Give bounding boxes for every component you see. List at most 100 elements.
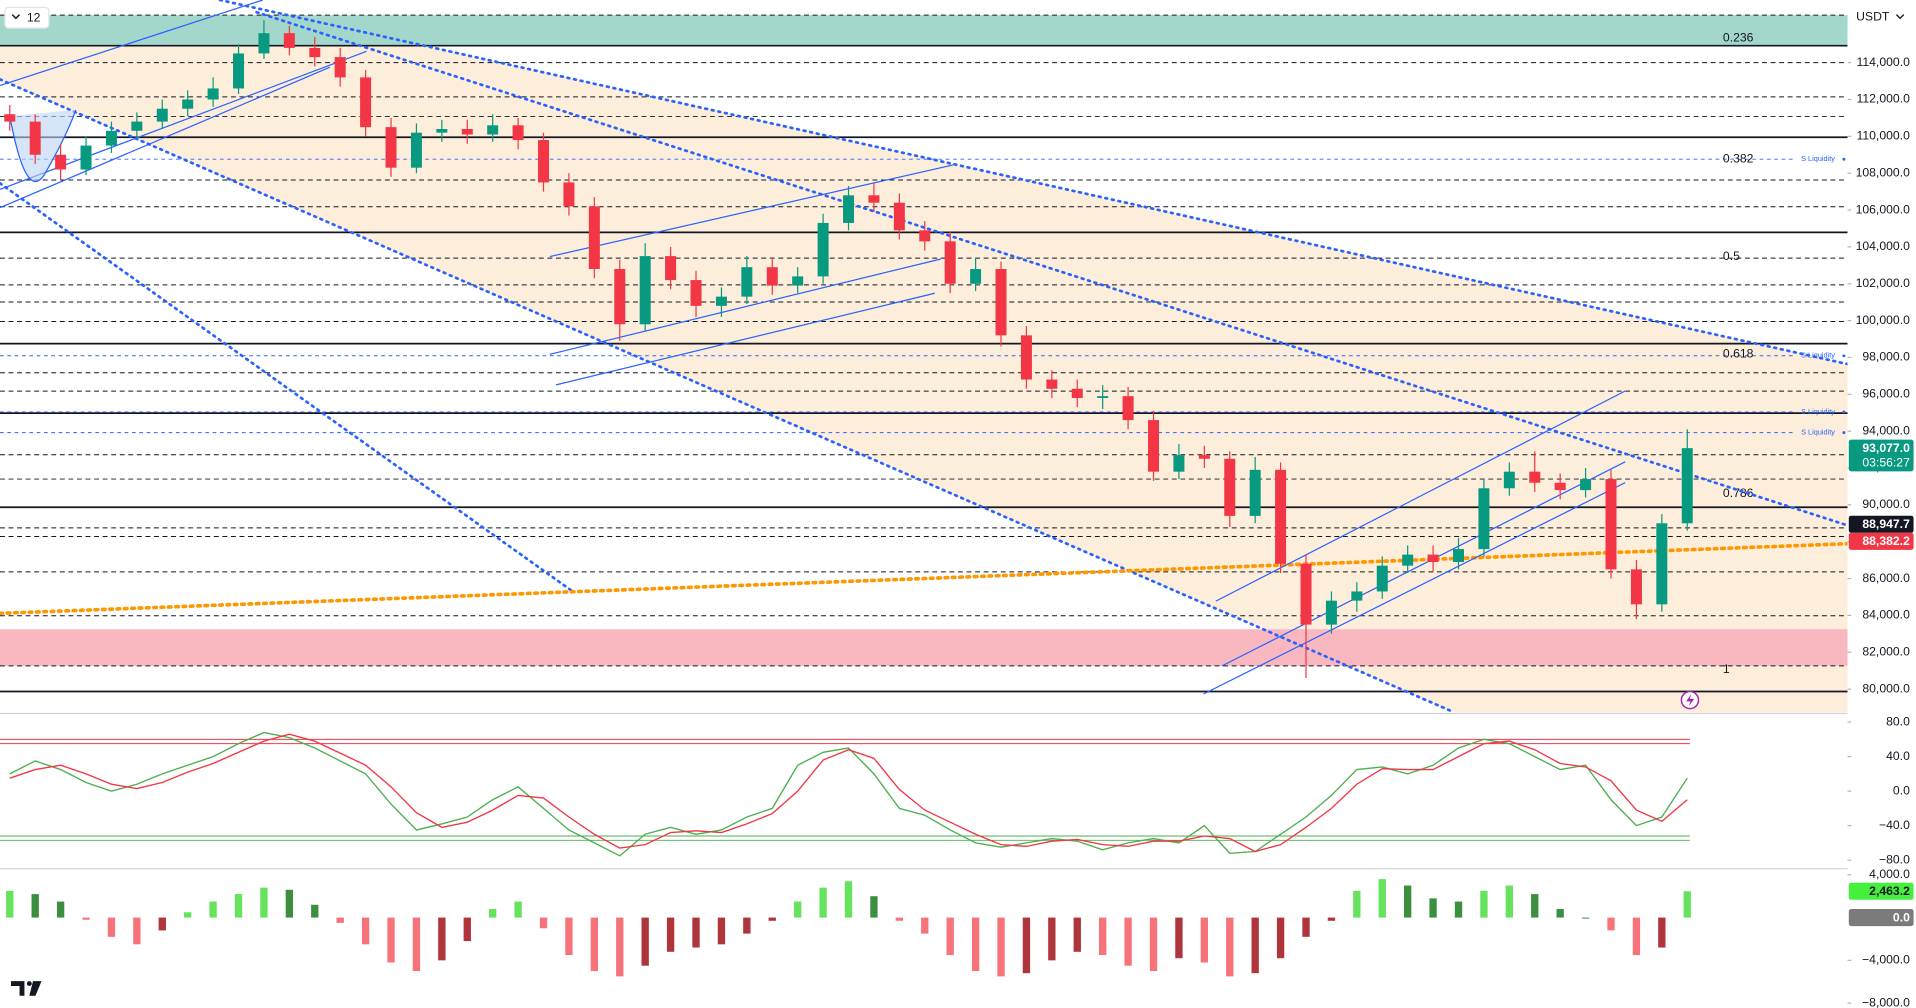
price-label: 93,077.0 [1862,441,1910,455]
histogram-bar [1327,917,1336,921]
chevron-icon [11,14,21,20]
candle-body [1681,448,1693,524]
histogram-bar [158,917,166,931]
currency-label[interactable]: USDT [1856,9,1890,23]
histogram-bar [870,896,878,918]
histogram-bar [794,901,802,918]
histogram-bar [1251,917,1259,974]
liquidity-label: S Liquidity [1801,428,1835,437]
candle-body [588,206,600,270]
histogram-bar [1556,909,1564,918]
candle-body [715,296,727,306]
histogram-bar [1480,890,1488,918]
liquidity-dot [1842,410,1846,414]
candle-body [1630,569,1642,605]
candle-body [970,269,982,284]
candle-body [639,256,651,325]
channel-line [549,164,954,258]
histogram-bar [768,917,776,921]
y-tick-label: −40.0 [1879,818,1910,832]
logo-part [10,981,25,996]
y-tick-label: 80.0 [1886,714,1910,728]
zone [0,629,1848,666]
histogram-bar [31,894,39,918]
histogram-bar [1581,917,1590,919]
histogram-bar [717,917,726,945]
candle-body [843,195,855,223]
histogram-bar [412,917,421,972]
candle-body [893,202,905,231]
y-tick-label: 40.0 [1886,749,1910,763]
histogram-bar [133,917,141,945]
y-tick-label: 94,000.0 [1862,423,1910,437]
candle-body [360,77,372,128]
y-tick-label: −4,000.0 [1862,953,1910,967]
fib-label: 0.786 [1723,486,1754,500]
y-tick-label: 114,000.0 [1856,55,1910,69]
candle-body [868,195,880,203]
candle-body [1351,591,1363,601]
channel-line [555,292,935,386]
channel-line [1203,482,1626,695]
candle-body [1020,335,1032,380]
candle-body [1224,458,1236,516]
price-label: 88,947.7 [1862,517,1910,531]
candle-body [487,125,499,135]
y-tick-label: 0.0 [1893,783,1910,797]
trendlines [0,0,1850,714]
logo-part [26,981,32,987]
candle-body [4,114,16,122]
oscillator-line [9,733,1688,853]
histogram-bar [971,917,980,972]
candle-body [690,280,702,306]
candle-body [1300,563,1312,625]
candle-body [995,269,1007,336]
price-label: 0.0 [1893,910,1910,924]
pattern-shape [9,109,77,183]
y-tick-label: 110,000.0 [1856,129,1910,143]
y-tick-label: −80.0 [1879,852,1910,866]
fib-label: 0.5 [1723,249,1740,263]
histogram-bar [1607,917,1615,931]
trendline [0,541,1850,616]
histogram-bar [1378,879,1386,918]
histogram-bar [361,917,370,945]
y-tick-label: 82,000.0 [1862,644,1910,658]
price-label: 2,463.2 [1869,884,1910,898]
interval-button-box[interactable] [4,6,50,29]
candle-body [1554,482,1566,491]
histogram-bar [1200,917,1209,963]
fib-label: 0.382 [1723,151,1754,165]
histogram-bar [107,917,116,937]
histogram-bar [666,917,675,952]
histogram-bar [1022,917,1031,974]
interval-button[interactable]: 12 [4,6,50,29]
logo [10,981,42,996]
countdown-label: 03:56:27 [1862,456,1910,470]
candle-body [410,132,422,168]
price-label-box [1848,532,1914,550]
histogram-bar [184,912,192,918]
candle-body [80,145,92,170]
candle-body [1656,523,1668,605]
histogram-bar [1073,917,1081,952]
candle-body [461,128,473,135]
channel-line [1221,461,1626,667]
histogram-bar [6,890,14,918]
alert-icon[interactable] [1680,690,1700,710]
candle-body [258,33,270,54]
fib-label: 1 [1723,662,1730,676]
liquidity-dot [1842,157,1846,161]
histogram-bar [336,917,344,923]
histogram-bar [1302,917,1310,937]
candle-body [1071,388,1083,398]
candle-body [538,140,550,183]
candle-body [436,128,448,133]
candle-body [1122,396,1134,421]
candle-body [614,269,626,325]
liquidity-label: S Liquidity [1801,154,1835,163]
histogram-bar [1099,917,1107,956]
candle-body [309,47,321,58]
